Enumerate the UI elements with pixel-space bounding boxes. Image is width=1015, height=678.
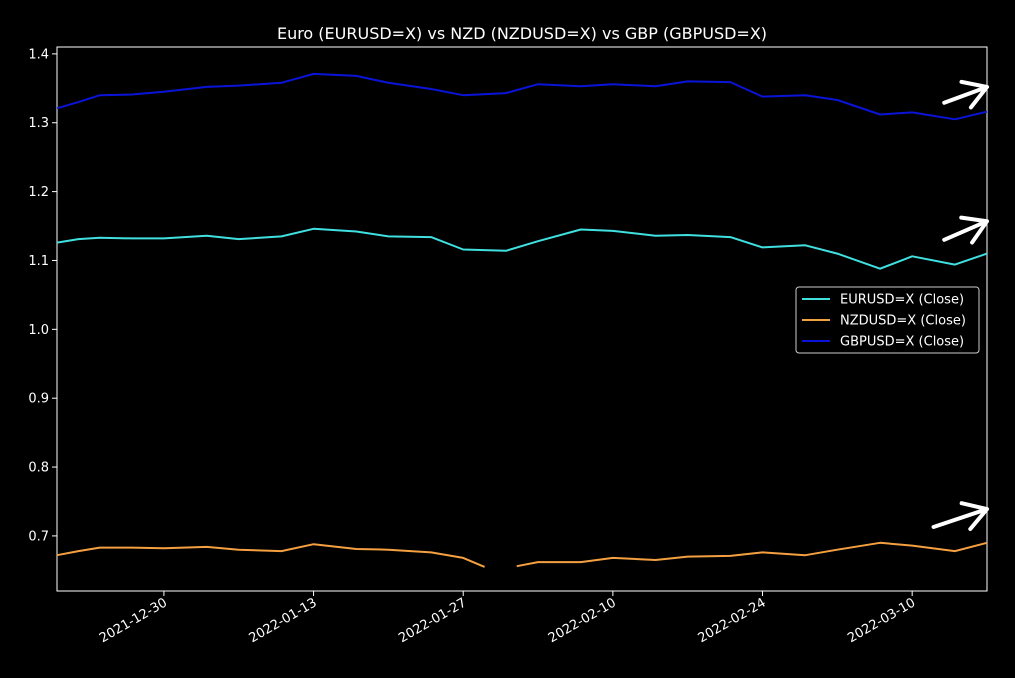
x-tick-label-1: 2022-01-13 [247,595,320,646]
annotation-layer [931,79,989,531]
y-tick-label-1: 0.8 [28,461,49,476]
y-tick-label-2: 0.9 [28,392,49,407]
x-tick-label-5: 2022-03-10 [845,595,918,646]
series-line-2 [56,72,988,121]
series-line-0 [56,227,988,270]
y-tick-label-6: 1.3 [28,116,49,131]
series-line-1 [56,541,988,568]
x-tick-label-0: 2021-12-30 [97,595,170,646]
x-tick-label-3: 2022-02-10 [546,595,619,646]
y-tick-label-5: 1.2 [28,185,49,200]
y-tick-label-4: 1.1 [28,254,49,269]
x-axis: 2021-12-30 2022-01-13 2022-01-27 2022-02-10… [97,591,918,646]
legend-label-2: GBPUSD=X (Close) [840,335,964,350]
chart-title: Euro (EURUSD=X) vs NZD (NZDUSD=X) vs GBP… [277,24,767,43]
y-tick-label-0: 0.7 [28,529,49,544]
y-tick-label-3: 1.0 [28,323,49,338]
series-layer [56,72,988,568]
legend-label-1: NZDUSD=X (Close) [840,314,966,329]
x-tick-label-2: 2022-01-27 [396,595,469,646]
annotation-arrow-2 [931,501,989,531]
legend-box [795,286,980,354]
legend: EURUSD=X (Close) NZDUSD=X (Close) GBPUSD=X… [795,286,980,354]
annotation-arrow-0 [942,79,989,110]
y-axis: 0.7 0.8 0.9 1.0 1.1 1.2 1.3 1.4 [28,47,57,544]
y-tick-label-7: 1.4 [28,47,49,62]
annotation-arrow-1 [942,215,989,245]
x-tick-label-4: 2022-02-24 [696,595,769,646]
legend-label-0: EURUSD=X (Close) [840,293,964,308]
